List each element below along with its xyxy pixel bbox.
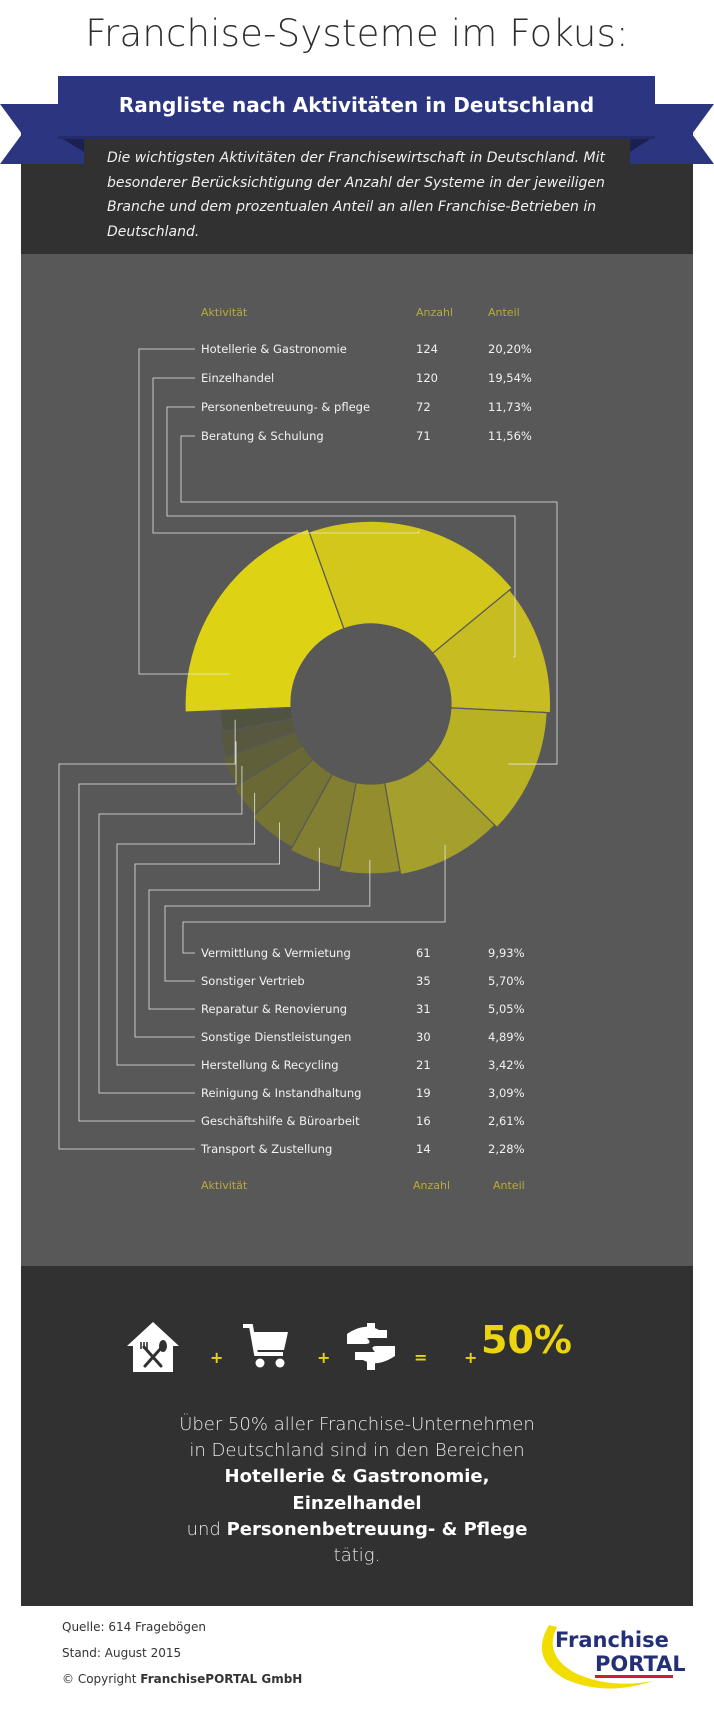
leader-line [182, 844, 446, 954]
table-row-share: 9,93% [488, 946, 525, 960]
summary-panel: + + = + 50% Über 50% aller Franchise-Unt… [21, 1266, 693, 1606]
footer-header-share: Anteil [493, 1179, 525, 1192]
footer-header-activity: Aktivität [201, 1179, 248, 1192]
table-row-count: 35 [416, 974, 431, 988]
table-row-label: Transport & Zustellung [200, 1142, 332, 1156]
intro-text: Die wichtigsten Aktivitäten der Franchis… [107, 150, 606, 240]
table-row-count: 71 [416, 429, 431, 443]
shopping-cart-icon [243, 1324, 288, 1368]
leader-line [98, 766, 243, 1094]
table-row-share: 5,05% [488, 1002, 525, 1016]
table-row-share: 2,61% [488, 1114, 525, 1128]
banner-title: Rangliste nach Aktivitäten in Deutschlan… [118, 93, 595, 117]
franchise-portal-logo: Franchise PORTAL [541, 1625, 685, 1689]
table-row-share: 19,54% [488, 371, 532, 385]
leader-line [164, 859, 371, 982]
header-share: Anteil [488, 306, 520, 319]
icon-equation: + + = + 50% [21, 1318, 693, 1380]
table-row-label: Geschäftshilfe & Büroarbeit [201, 1114, 360, 1128]
table-row-label: Einzelhandel [201, 371, 274, 385]
table-row-label: Beratung & Schulung [201, 429, 324, 443]
ribbon-banner: Rangliste nach Aktivitäten in Deutschlan… [0, 76, 714, 166]
donut-hole [291, 624, 451, 784]
intro-panel [21, 128, 693, 254]
leader-line [116, 792, 256, 1066]
footer-header-count: Anzahl [413, 1179, 450, 1192]
date-note: Stand: August 2015 [62, 1646, 182, 1660]
table-row-label: Hotellerie & Gastronomie [201, 342, 347, 356]
table-row-share: 20,20% [488, 342, 532, 356]
leader-line [180, 435, 558, 765]
table-row-label: Reparatur & Renovierung [201, 1002, 347, 1016]
source-note: Quelle: 614 Fragebögen [62, 1620, 206, 1634]
page-title: Franchise-Systeme im Fokus: [85, 12, 629, 55]
leader-line [138, 348, 230, 675]
leader-line [134, 822, 281, 1038]
table-row-count: 16 [416, 1114, 431, 1128]
fifty-percent: 50% [481, 1318, 572, 1362]
table-row-share: 3,42% [488, 1058, 525, 1072]
footer: Quelle: 614 Fragebögen Stand: August 201… [62, 1614, 302, 1692]
table-row-share: 3,09% [488, 1086, 525, 1100]
table-row-count: 31 [416, 1002, 431, 1016]
summary-text: Über 50% aller Franchise-Unternehmen in … [179, 1414, 535, 1567]
logo-line2: PORTAL [595, 1652, 685, 1676]
header-activity: Aktivität [201, 306, 248, 319]
table-row-share: 2,28% [488, 1142, 525, 1156]
table-row-label: Personenbetreuung- & pflege [201, 400, 370, 414]
table-row-label: Sonstige Dienstleistungen [201, 1030, 351, 1044]
care-hands-icon [347, 1323, 395, 1370]
donut-chart: Aktivität Anzahl Anteil Hotellerie & Gastro… [58, 306, 558, 1192]
table-row-count: 120 [416, 371, 438, 385]
table-row-share: 5,70% [488, 974, 525, 988]
header-count: Anzahl [416, 306, 453, 319]
banner-bar: Rangliste nach Aktivitäten in Deutschlan… [58, 76, 655, 139]
table-row-label: Herstellung & Recycling [201, 1058, 339, 1072]
table-row-share: 4,89% [488, 1030, 525, 1044]
table-row-share: 11,56% [488, 429, 532, 443]
plus-sign: + [210, 1348, 224, 1367]
table-row-label: Sonstiger Vertrieb [201, 974, 305, 988]
equals-sign: = [414, 1348, 428, 1367]
table-row-count: 72 [416, 400, 431, 414]
leader-line [78, 741, 237, 1122]
plus-sign: + [317, 1348, 331, 1367]
chart-panel: Aktivität Anzahl Anteil Hotellerie & Gastro… [21, 254, 693, 1266]
table-row-count: 61 [416, 946, 431, 960]
leader-line [148, 847, 320, 1010]
table-row-count: 19 [416, 1086, 431, 1100]
logo-line1: Franchise [555, 1628, 669, 1652]
table-row-label: Vermittlung & Vermietung [201, 946, 351, 960]
leader-line [152, 377, 420, 534]
table-row-count: 21 [416, 1058, 431, 1072]
copyright-note: © Copyright FranchisePORTAL GmbH [62, 1672, 303, 1686]
table-row-count: 124 [416, 342, 438, 356]
table-row-share: 11,73% [488, 400, 532, 414]
table-row-count: 14 [416, 1142, 431, 1156]
leader-line [58, 719, 236, 1150]
leader-line [166, 406, 516, 658]
table-row-label: Reinigung & Instandhaltung [201, 1086, 361, 1100]
plus-sign: + [464, 1348, 478, 1367]
house-restaurant-icon [127, 1322, 179, 1372]
table-row-count: 30 [416, 1030, 431, 1044]
